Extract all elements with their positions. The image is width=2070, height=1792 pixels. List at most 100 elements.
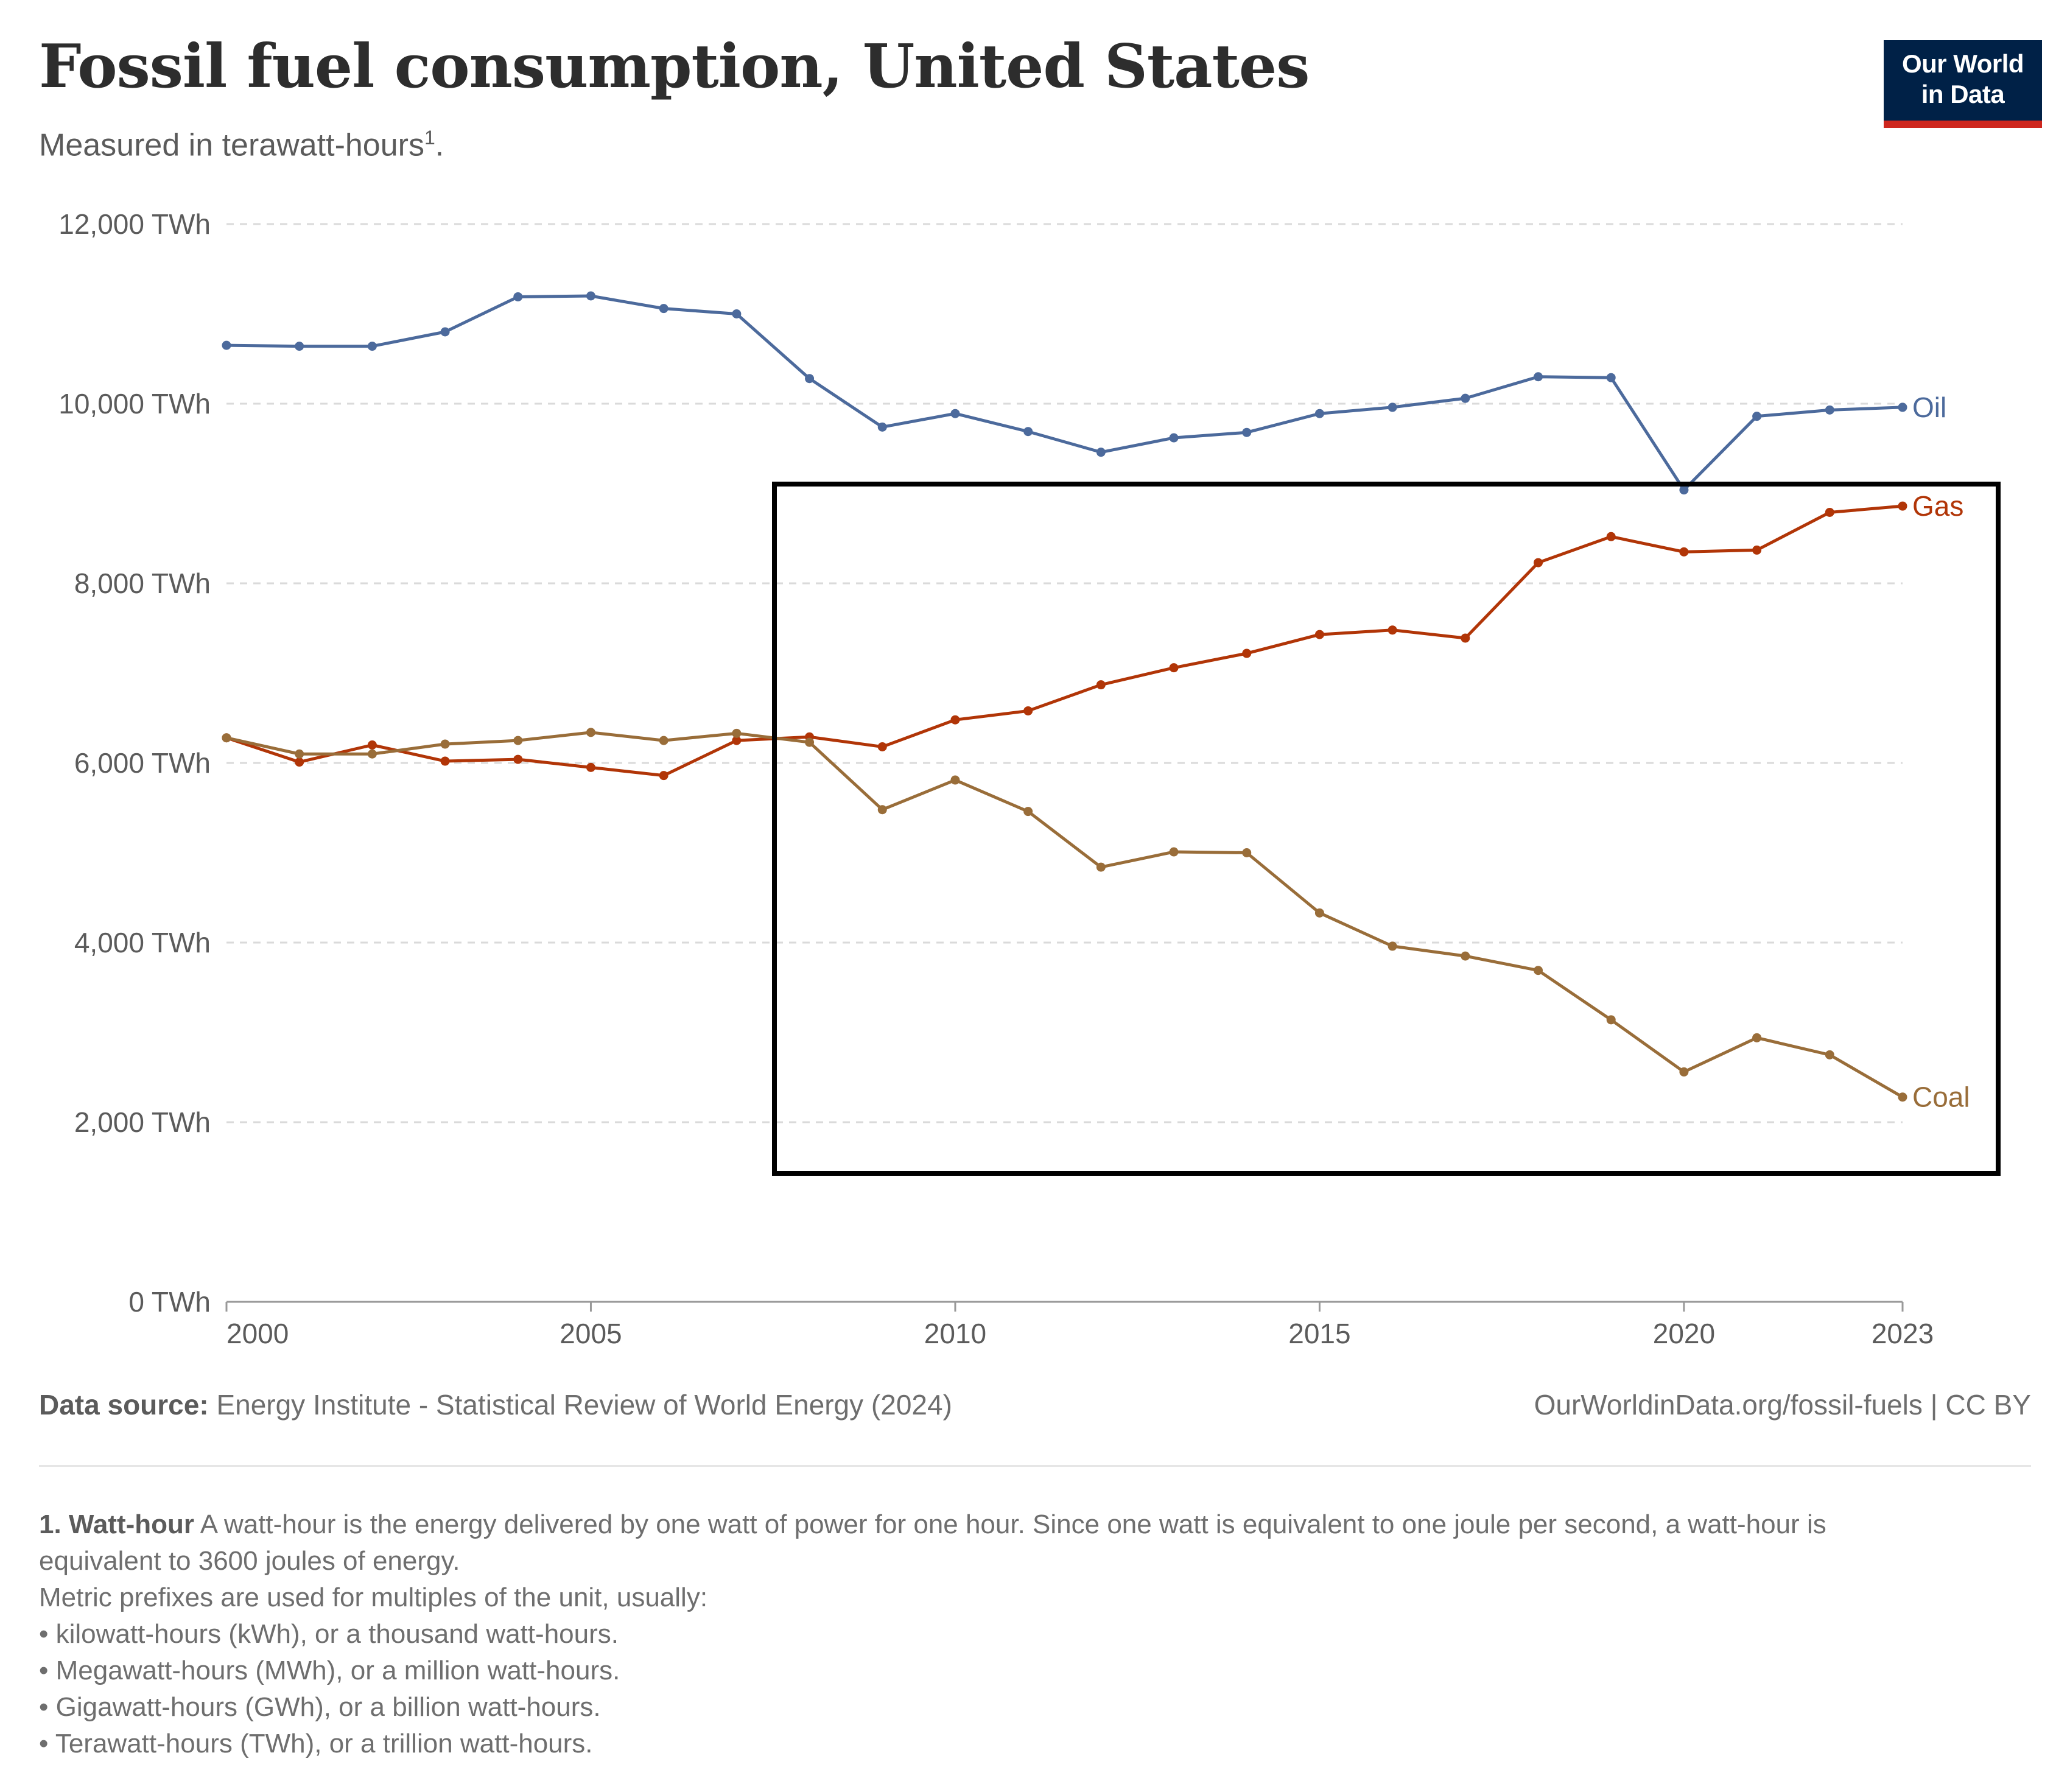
x-axis: 2000 2005 2010 2015 2020 2023 [225, 1301, 1934, 1349]
source-text[interactable]: Energy Institute - Statistical Review of… [216, 1389, 952, 1421]
data-point-gas[interactable] [1314, 630, 1324, 639]
x-tick-label: 2010 [924, 1318, 986, 1349]
gridlines [226, 223, 1903, 1123]
data-point-gas[interactable] [950, 715, 960, 725]
footnote-ref[interactable]: 1 [424, 127, 435, 149]
data-point-coal[interactable] [1388, 941, 1397, 951]
line-chart: 0 TWh 2,000 TWh 4,000 TWh 6,000 TWh 8,000 TW… [58, 208, 2001, 1349]
y-tick-label: 4,000 TWh [74, 927, 211, 958]
data-point-oil[interactable] [1461, 393, 1470, 403]
data-point-coal[interactable] [1679, 1067, 1689, 1077]
data-point-coal[interactable] [1096, 862, 1106, 872]
data-point-gas[interactable] [1606, 532, 1616, 541]
chart-title: Fossil fuel consumption, United States [39, 32, 1310, 102]
data-point-coal[interactable] [950, 775, 960, 785]
data-point-oil[interactable] [367, 342, 377, 351]
series-label-coal: Coal [1912, 1081, 1970, 1113]
data-point-coal[interactable] [1825, 1050, 1834, 1059]
data-point-coal[interactable] [1898, 1092, 1907, 1102]
series-line-coal[interactable] [225, 731, 1904, 1099]
data-point-gas[interactable] [659, 771, 668, 781]
data-point-coal[interactable] [1242, 848, 1252, 857]
y-tick-label: 0 TWh [128, 1286, 211, 1318]
data-point-oil[interactable] [222, 340, 231, 350]
data-point-gas[interactable] [1023, 706, 1033, 715]
logo-line-2: in Data [1921, 80, 2005, 108]
data-point-gas[interactable] [1825, 507, 1834, 517]
data-point-gas[interactable] [513, 754, 523, 764]
data-point-oil[interactable] [1096, 448, 1106, 457]
series-line-gas[interactable] [225, 504, 1904, 778]
data-point-oil[interactable] [1898, 402, 1907, 412]
data-point-oil[interactable] [295, 342, 304, 351]
data-point-oil[interactable] [1169, 433, 1179, 443]
footnote-1: 1. Watt-hour A watt-hour is the energy d… [39, 1506, 1926, 1579]
data-point-oil[interactable] [1752, 412, 1762, 421]
data-point-oil[interactable] [877, 422, 887, 432]
data-point-gas[interactable] [295, 757, 304, 767]
data-point-oil[interactable] [1242, 427, 1252, 437]
data-point-oil[interactable] [1606, 373, 1616, 382]
data-point-coal[interactable] [732, 728, 742, 738]
data-point-oil[interactable] [805, 374, 815, 384]
data-point-gas[interactable] [732, 736, 742, 745]
data-point-coal[interactable] [1606, 1015, 1616, 1025]
data-point-gas[interactable] [1752, 545, 1762, 555]
subtitle-end: . [435, 127, 444, 163]
data-point-gas[interactable] [367, 740, 377, 750]
data-point-oil[interactable] [1388, 402, 1397, 412]
source-label: Data source: [39, 1389, 209, 1421]
data-point-coal[interactable] [295, 749, 304, 759]
logo-line-1: Our World [1901, 49, 2024, 78]
data-point-oil[interactable] [1023, 427, 1033, 437]
data-point-oil[interactable] [1534, 372, 1543, 382]
y-tick-label: 10,000 TWh [58, 388, 211, 420]
data-point-coal[interactable] [586, 728, 595, 737]
subtitle-text: Measured in terawatt-hours [39, 127, 424, 163]
x-tick-label: 2005 [560, 1318, 622, 1349]
x-tick-label: 2023 [1872, 1318, 1934, 1349]
series-lines [222, 291, 1907, 1102]
data-point-coal[interactable] [1752, 1033, 1762, 1042]
data-point-coal[interactable] [1534, 966, 1543, 975]
data-point-coal[interactable] [1169, 847, 1179, 857]
data-point-coal[interactable] [659, 736, 668, 745]
data-point-coal[interactable] [1023, 807, 1033, 817]
data-point-coal[interactable] [440, 739, 450, 749]
data-point-gas[interactable] [440, 756, 450, 766]
data-point-gas[interactable] [1534, 558, 1543, 567]
data-point-gas[interactable] [1461, 633, 1470, 643]
data-point-coal[interactable] [1461, 951, 1470, 961]
data-point-coal[interactable] [805, 737, 815, 747]
data-point-coal[interactable] [222, 733, 231, 743]
data-point-oil[interactable] [1825, 405, 1834, 415]
data-point-coal[interactable] [877, 805, 887, 815]
owid-logo[interactable]: Our World in Data [1884, 40, 2042, 128]
series-line-oil[interactable] [225, 294, 1904, 492]
series-label-gas: Gas [1912, 490, 1963, 522]
data-point-gas[interactable] [877, 742, 887, 751]
data-point-oil[interactable] [732, 309, 742, 318]
data-point-gas[interactable] [1169, 663, 1179, 673]
data-point-gas[interactable] [1388, 625, 1397, 635]
x-tick-label: 2015 [1288, 1318, 1350, 1349]
data-point-gas[interactable] [1096, 680, 1106, 690]
data-point-gas[interactable] [586, 762, 595, 772]
data-source: Data source: Energy Institute - Statisti… [39, 1388, 952, 1421]
data-point-oil[interactable] [513, 292, 523, 301]
data-point-oil[interactable] [1314, 409, 1324, 418]
data-point-oil[interactable] [440, 327, 450, 337]
data-point-oil[interactable] [586, 291, 595, 301]
data-point-gas[interactable] [1242, 648, 1252, 658]
data-point-coal[interactable] [513, 736, 523, 745]
data-point-oil[interactable] [1679, 485, 1689, 495]
data-point-coal[interactable] [1314, 908, 1324, 918]
data-point-gas[interactable] [1898, 501, 1907, 511]
data-point-gas[interactable] [1679, 547, 1689, 557]
y-tick-label: 6,000 TWh [74, 747, 211, 779]
data-point-oil[interactable] [950, 409, 960, 418]
data-point-oil[interactable] [659, 304, 668, 314]
chart-subtitle: Measured in terawatt-hours1. [39, 127, 444, 163]
data-point-coal[interactable] [367, 749, 377, 759]
source-url[interactable]: OurWorldinData.org/fossil-fuels | CC BY [1534, 1389, 2031, 1421]
